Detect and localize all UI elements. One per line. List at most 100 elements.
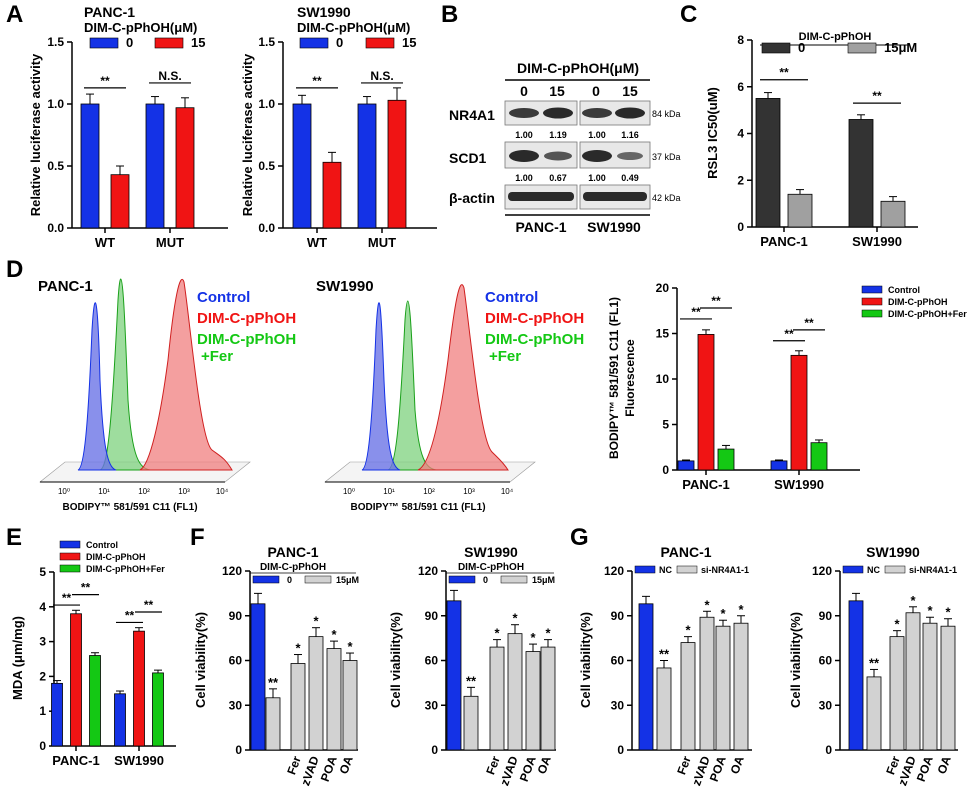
y-tick-label: 120 (812, 564, 832, 578)
flow-title-sw1990: SW1990 (316, 278, 374, 295)
significance-mark: * (910, 593, 916, 608)
x-tick-label: Fer (674, 754, 694, 777)
bar (290, 663, 306, 751)
significance-label: ** (691, 305, 701, 319)
legend-swatch (59, 552, 81, 561)
significance-label: N.S. (158, 69, 181, 83)
y-tick-label: 0 (825, 743, 832, 757)
significance-label: ** (100, 74, 110, 88)
y-tick-label: 120 (418, 564, 438, 578)
y-tick-label: 0.5 (258, 159, 275, 173)
flow-tick: 10⁴ (501, 487, 514, 496)
chart-c-2: 0 2 4 6 8 RSL3 IC50(uM) PANC-1 SW1990 DIM-C-pPhO… (705, 31, 918, 249)
legend-title: DIM-C-pPhOH (260, 562, 326, 573)
significance-mark: * (313, 614, 319, 629)
flow-legend-control: Control (485, 289, 538, 306)
bar (656, 667, 672, 751)
bar (540, 646, 556, 751)
legend-label: 15μM (336, 575, 359, 585)
x-tick-label: PANC-1 (760, 234, 807, 249)
chart-title: PANC-1 (84, 4, 135, 20)
blot-band (544, 151, 572, 161)
y-tick-label: 0.0 (47, 221, 64, 235)
significance-label: ** (711, 294, 721, 308)
bar (357, 103, 377, 229)
x-tick-label: OA (935, 754, 954, 776)
flow-legend-dim: DIM-C-pPhOH (197, 310, 296, 327)
legend-swatch (884, 565, 906, 574)
blot-quant: 1.00 (515, 130, 533, 140)
flow-xlabel: BODIPY™ 581/591 C11 (FL1) (350, 502, 485, 513)
significance-label: ** (872, 89, 882, 103)
blot-dose-15b: 15 (622, 83, 638, 99)
x-tick-label: SW1990 (774, 477, 824, 492)
significance-mark: * (685, 623, 691, 638)
blot-band (508, 192, 574, 201)
flow-curve-dim (417, 284, 509, 471)
bar (110, 174, 130, 229)
y-tick-label: 0 (235, 743, 242, 757)
legend-label: 0 (483, 575, 488, 585)
y-tick-label: 30 (229, 698, 243, 712)
bar (342, 660, 358, 751)
y-tick-label: 0 (39, 739, 46, 753)
bar (525, 651, 541, 751)
y-tick-label: 30 (425, 698, 439, 712)
bar (387, 99, 407, 229)
y-tick-label: 1.5 (47, 35, 64, 49)
y-tick-label: 0 (431, 743, 438, 757)
bar (755, 98, 781, 228)
blot-kda-actin: 42 kDa (652, 193, 681, 203)
flow-legend-fer: +Fer (489, 348, 521, 365)
panel-label-e: E (6, 524, 22, 551)
y-axis-label: Relative luciferase activity (28, 53, 43, 216)
bar (717, 448, 735, 471)
blot-quant: 1.00 (588, 173, 606, 183)
significance-label: ** (125, 608, 135, 622)
significance-mark: ** (466, 673, 477, 688)
bar (638, 603, 654, 751)
legend-swatch (676, 565, 698, 574)
bar (940, 625, 956, 751)
y-tick-label: 1.5 (258, 35, 275, 49)
significance-label: N.S. (370, 69, 393, 83)
significance-label: ** (144, 598, 154, 612)
legend-swatch (861, 309, 883, 318)
y-tick-label: 90 (611, 609, 625, 623)
x-tick-label: OA (337, 754, 356, 776)
bar (848, 600, 864, 751)
blot-dose-0a: 0 (520, 83, 528, 99)
significance-label: ** (804, 316, 814, 330)
legend-label: 0 (287, 575, 292, 585)
y-axis-label: Cell viability(%) (788, 612, 803, 708)
bar (715, 625, 731, 751)
significance-mark: ** (659, 647, 670, 662)
y-axis-label: Relative luciferase activity (240, 53, 255, 216)
x-tick-label: PANC-1 (682, 477, 729, 492)
y-tick-label: 120 (222, 564, 242, 578)
bar (51, 682, 63, 747)
y-tick-label: 0 (662, 463, 669, 477)
bar (133, 630, 145, 747)
y-tick-label: 120 (604, 564, 624, 578)
chart-title: PANC-1 (267, 544, 318, 560)
bar (507, 633, 523, 751)
y-axis-label: Cell viability(%) (193, 612, 208, 708)
flow-title-panc1: PANC-1 (38, 278, 93, 295)
bar (145, 103, 165, 229)
y-tick-label: 90 (229, 609, 243, 623)
y-tick-label: 20 (656, 281, 670, 295)
legend-label: DIM-C-pPhOH (888, 297, 948, 307)
significance-label: ** (62, 591, 72, 605)
y-axis-label: Cell viability(%) (578, 612, 593, 708)
flow-curve-control (361, 302, 401, 471)
y-tick-label: 2 (39, 669, 46, 683)
legend-swatch (761, 42, 791, 54)
x-tick-label: MUT (368, 235, 396, 250)
panel-label-b: B (441, 1, 458, 28)
x-tick-label: Fer (284, 754, 304, 777)
legend-label: NC (867, 565, 880, 575)
legend-label: DIM-C-pPhOH+Fer (86, 564, 165, 574)
